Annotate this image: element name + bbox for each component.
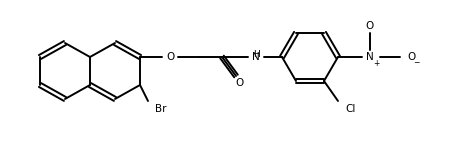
Text: −: −: [413, 58, 419, 67]
Text: N: N: [252, 52, 260, 62]
Text: O: O: [366, 21, 374, 31]
Text: +: +: [373, 58, 379, 67]
Text: N: N: [366, 52, 374, 62]
Text: O: O: [166, 52, 174, 62]
Text: Cl: Cl: [345, 104, 356, 114]
Text: O: O: [235, 78, 243, 88]
Text: H: H: [253, 50, 260, 59]
Text: Br: Br: [155, 104, 166, 114]
Text: O: O: [407, 52, 415, 62]
